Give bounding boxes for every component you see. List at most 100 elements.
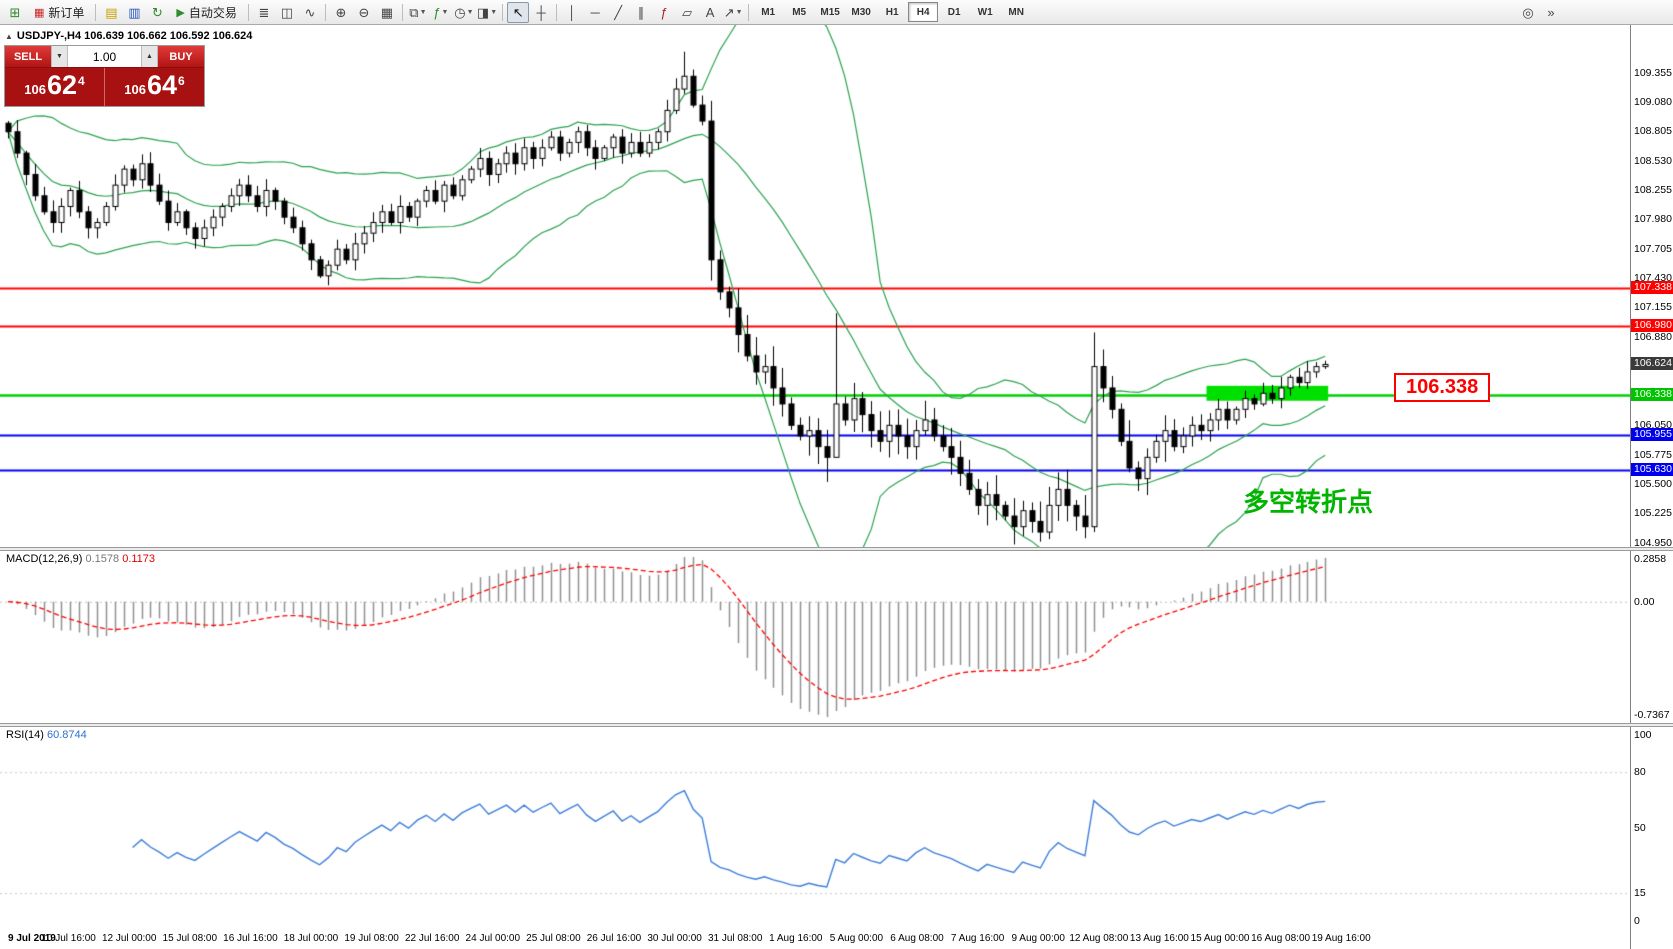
refresh-icon[interactable]: ↻ <box>146 2 168 23</box>
templates-icon[interactable]: ◨ ▼ <box>476 2 498 23</box>
volume-input[interactable]: 1.00 <box>68 46 141 67</box>
time-label: 19 Aug 16:00 <box>1311 933 1371 944</box>
periods-icon[interactable]: ◷ ▼ <box>453 2 475 23</box>
chart-windows-icon[interactable]: ▥ <box>123 2 145 23</box>
cursor-icon[interactable]: ↖ <box>507 1 530 23</box>
timeframe-button-d1[interactable]: D1 <box>947 6 961 18</box>
price-tick: 108.530 <box>1634 154 1672 167</box>
timeframe-button-w1[interactable]: W1 <box>977 6 993 18</box>
indicators-icon[interactable]: ƒ ▼ <box>430 2 452 23</box>
price-tick: 108.255 <box>1634 183 1672 196</box>
time-label: 5 Aug 00:00 <box>829 933 884 944</box>
rsi-chart[interactable] <box>0 727 1630 929</box>
trendline-icon: ╱ <box>614 4 623 20</box>
dropdown-arrow-icon: ▼ <box>466 8 474 16</box>
timeframe-button-m30[interactable]: M30 <box>851 6 871 18</box>
dropdown-arrow-icon: ▼ <box>419 8 427 16</box>
time-label: 7 Aug 16:00 <box>950 933 1005 944</box>
search-icon: ◎ <box>1522 4 1534 20</box>
macd-scale-tick: -0.7367 <box>1634 709 1670 721</box>
symbol-ohlc-text: USDJPY-,H4 106.639 106.662 106.592 106.6… <box>16 30 253 42</box>
rsi-scale-tick: 0 <box>1634 915 1640 927</box>
macd-signal-value: 0.1173 <box>122 553 156 565</box>
one-click-trading-panel: SELL ▼ 1.00 ▲ BUY 106 62 4 106 64 6 <box>4 45 205 107</box>
macd-name: MACD(12,26,9) <box>6 553 83 565</box>
grid-icon: ▦ <box>380 4 394 20</box>
ohlc-bars-icon[interactable]: ≣ <box>253 2 275 23</box>
shapes-icon: ▱ <box>682 4 693 20</box>
time-label: 13 Aug 16:00 <box>1129 933 1189 944</box>
arrows-icon: ↗ <box>723 4 735 20</box>
collapse-panel-icon[interactable]: ▲ <box>5 31 13 41</box>
price-badge: 106.338 <box>1631 387 1673 401</box>
horizontal-line-icon[interactable]: ─ <box>584 2 606 23</box>
timeframe-button-mn[interactable]: MN <box>1008 6 1024 18</box>
macd-chart[interactable] <box>0 551 1630 723</box>
toolbar-separator <box>401 3 403 21</box>
price-tick: 107.705 <box>1634 242 1672 255</box>
price-badge: 105.955 <box>1631 428 1673 442</box>
shapes-icon[interactable]: ▱ <box>676 2 698 23</box>
fibonacci-icon[interactable]: ƒ <box>653 2 675 23</box>
panel-separator-macd[interactable] <box>0 547 1673 551</box>
volume-decrease-button[interactable]: ▼ <box>51 46 68 67</box>
timeframe-button-m1[interactable]: M1 <box>761 6 776 18</box>
templates-icon: ◨ <box>476 4 490 20</box>
price-level-label[interactable]: 106.338 <box>1394 373 1491 402</box>
line-chart-icon[interactable]: ∿ <box>299 2 321 23</box>
line-chart-icon: ∿ <box>304 4 316 20</box>
zoom-in-icon[interactable]: ⊕ <box>330 2 352 23</box>
search-icon[interactable]: ◎ <box>1517 2 1539 23</box>
volume-increase-button[interactable]: ▲ <box>141 46 158 67</box>
timeframe-button-m15[interactable]: M15 <box>820 6 840 18</box>
buy-price-display[interactable]: 106 64 6 <box>105 68 204 106</box>
timeframe-button-h1[interactable]: H1 <box>885 6 899 18</box>
zoom-out-icon[interactable]: ⊖ <box>353 2 375 23</box>
arrows-icon[interactable]: ↗ ▼ <box>722 2 744 23</box>
price-tick: 107.155 <box>1634 301 1672 314</box>
new-chart-icon: ⊞ <box>9 4 21 20</box>
new-chart-icon[interactable]: ⊞ <box>4 2 26 23</box>
timeframe-button-m5[interactable]: M5 <box>792 6 807 18</box>
tile-windows-icon[interactable]: ⧉ ▼ <box>407 2 429 23</box>
candlestick-chart-icon[interactable]: ◫ <box>276 2 298 23</box>
time-label: 9 Aug 00:00 <box>1011 933 1065 944</box>
time-label: 24 Jul 00:00 <box>465 933 521 944</box>
time-axis[interactable]: 9 Jul 2019 10 Jul 16:00 12 Jul 00:00 15 Jul… <box>0 929 1630 949</box>
auto-trading-button-icon: ▶ <box>176 6 185 19</box>
rsi-label: RSI(14) 60.8744 <box>6 729 87 741</box>
time-label: 15 Aug 00:00 <box>1190 933 1250 944</box>
price-tick: 105.225 <box>1634 507 1672 520</box>
time-label: 30 Jul 00:00 <box>647 933 702 944</box>
price-tick: 106.880 <box>1634 330 1672 343</box>
buy-button[interactable]: BUY <box>158 46 204 67</box>
grid-icon[interactable]: ▦ <box>376 2 398 23</box>
toolbar-separator <box>95 3 97 21</box>
trendline-icon[interactable]: ╱ <box>607 2 629 23</box>
auto-trading-button[interactable]: ▶ 自动交易 <box>169 2 243 23</box>
timeframe-button-h4[interactable]: H4 <box>908 2 939 22</box>
equidistant-channel-icon[interactable]: ∥ <box>630 2 652 23</box>
price-tick: 104.950 <box>1634 536 1672 549</box>
time-label: 31 Jul 08:00 <box>707 933 763 944</box>
panel-separator-rsi[interactable] <box>0 723 1673 727</box>
new-order-button[interactable]: ▦ 新订单 <box>27 2 91 23</box>
sell-price-display[interactable]: 106 62 4 <box>5 68 105 106</box>
text-icon[interactable]: A <box>699 2 721 23</box>
sell-price-big: 62 <box>46 70 78 100</box>
sell-button[interactable]: SELL <box>5 46 51 67</box>
expand-icon[interactable]: » <box>1540 2 1562 23</box>
price-scale[interactable]: 109.355 109.080 108.805 108.530 108.255 107.9… <box>1630 25 1673 949</box>
indicators-icon: ƒ <box>433 4 441 20</box>
time-label: 25 Jul 08:00 <box>526 933 581 944</box>
time-label: 6 Aug 08:00 <box>890 933 944 944</box>
sell-price-pip: 4 <box>78 74 85 88</box>
crosshair-icon[interactable]: ┼ <box>530 2 552 23</box>
rsi-name: RSI(14) <box>6 729 44 741</box>
vertical-line-icon[interactable]: │ <box>561 2 583 23</box>
rsi-scale-tick: 15 <box>1634 887 1646 900</box>
price-chart[interactable] <box>0 25 1630 547</box>
toolbar-separator <box>324 3 326 21</box>
profiles-icon[interactable]: ▤ <box>100 2 122 23</box>
